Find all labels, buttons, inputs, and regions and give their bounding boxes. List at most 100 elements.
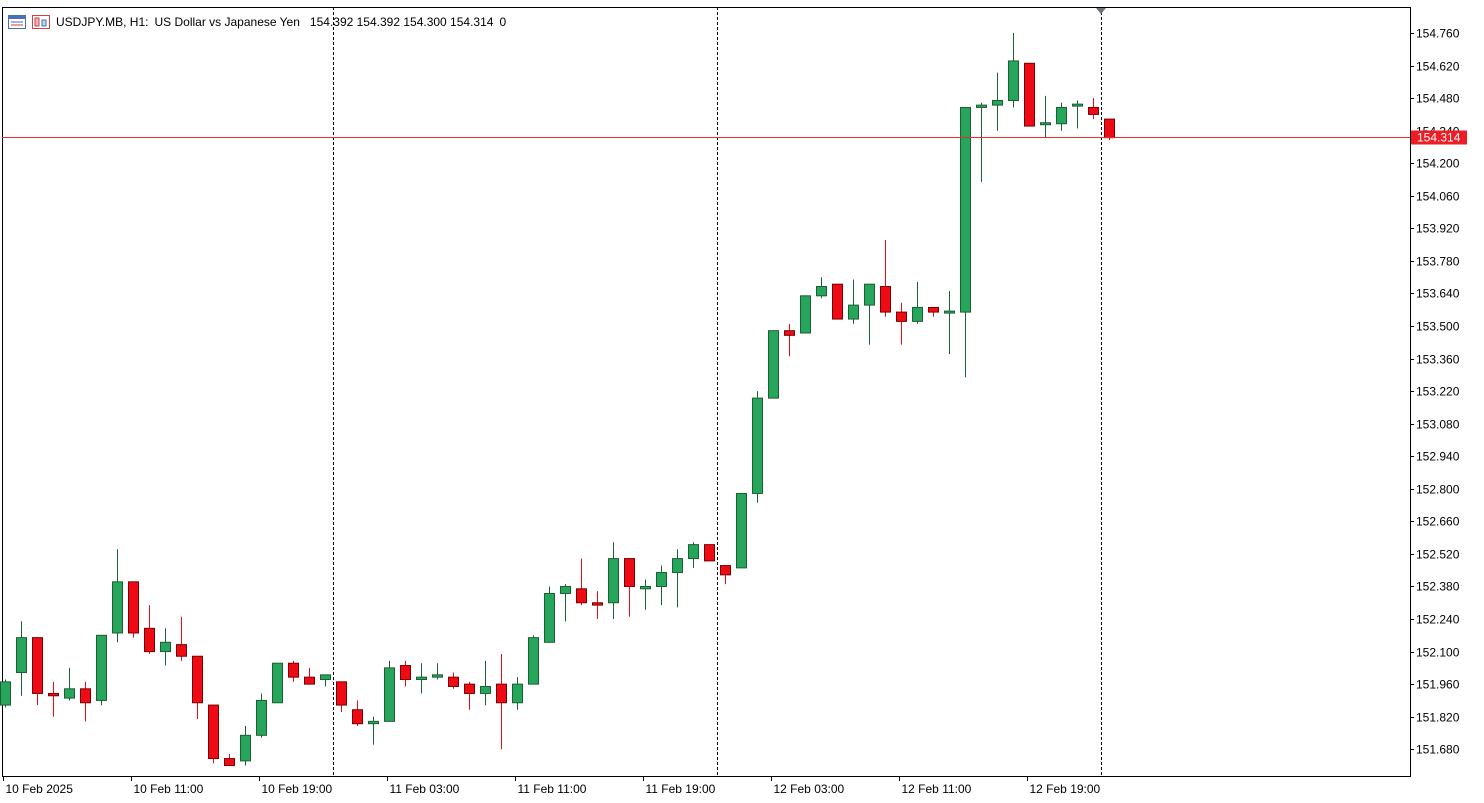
symbol-properties-icon[interactable]: [32, 15, 50, 29]
shift-marker-icon[interactable]: [1096, 8, 1106, 14]
chart-menu-icon[interactable]: [8, 15, 26, 29]
candle-body[interactable]: [848, 304, 859, 320]
candle-body[interactable]: [48, 692, 59, 697]
current-price-tag: [1411, 130, 1467, 145]
candle-body[interactable]: [192, 655, 203, 704]
candle-body[interactable]: [1056, 106, 1067, 125]
candle-body[interactable]: [112, 581, 123, 634]
candle-body[interactable]: [304, 676, 315, 685]
candle-body[interactable]: [720, 565, 731, 576]
candle-body[interactable]: [752, 397, 763, 494]
y-axis-label: 154.760: [1416, 27, 1460, 41]
y-axis-label: 152.660: [1416, 515, 1460, 529]
candle-body[interactable]: [272, 662, 283, 704]
candle-body[interactable]: [1008, 60, 1019, 101]
candle-body[interactable]: [496, 683, 507, 704]
plot-frame: [2, 7, 1411, 777]
x-axis-label: 11 Feb 19:00: [646, 782, 716, 796]
candle-body[interactable]: [672, 558, 683, 574]
candle-body[interactable]: [592, 602, 603, 606]
candle-body[interactable]: [64, 688, 75, 699]
candle-body[interactable]: [480, 685, 491, 694]
candle-body[interactable]: [256, 699, 267, 736]
y-axis-label: 152.100: [1416, 646, 1460, 660]
candle-body[interactable]: [544, 592, 555, 643]
candle-body[interactable]: [208, 704, 219, 760]
candle-body[interactable]: [976, 104, 987, 108]
candle-body[interactable]: [560, 585, 571, 594]
candle-body[interactable]: [896, 311, 907, 322]
candle-body[interactable]: [816, 286, 827, 297]
candle-body[interactable]: [144, 627, 155, 653]
candle-body[interactable]: [400, 665, 411, 680]
y-axis-label: 153.220: [1416, 385, 1460, 399]
y-axis-label: 152.940: [1416, 450, 1460, 464]
candle-body[interactable]: [160, 641, 171, 653]
candle-body[interactable]: [432, 674, 443, 678]
candle-body[interactable]: [240, 734, 251, 762]
candle-body[interactable]: [688, 544, 699, 560]
x-axis-label: 12 Feb 11:00: [902, 782, 972, 796]
candle-body[interactable]: [368, 720, 379, 725]
candle-body[interactable]: [416, 676, 427, 680]
candle-body[interactable]: [1104, 118, 1115, 139]
candle-body[interactable]: [800, 295, 811, 334]
candle-body[interactable]: [288, 662, 299, 678]
candle-body[interactable]: [96, 634, 107, 701]
candle-body[interactable]: [928, 306, 939, 313]
candle-body[interactable]: [176, 644, 187, 657]
candle-body[interactable]: [224, 758, 235, 767]
candle-body[interactable]: [832, 283, 843, 320]
candle-body[interactable]: [384, 667, 395, 722]
candle-body[interactable]: [960, 106, 971, 313]
candle-body[interactable]: [464, 683, 475, 694]
candle-body[interactable]: [608, 558, 619, 604]
candle-body[interactable]: [944, 310, 955, 314]
candle-body[interactable]: [352, 709, 363, 725]
candle-body[interactable]: [784, 330, 795, 336]
candle-body[interactable]: [1024, 62, 1035, 127]
y-axis-label: 153.780: [1416, 255, 1460, 269]
candle-body[interactable]: [992, 99, 1003, 106]
symbol-description: US Dollar vs Japanese Yen: [154, 15, 300, 29]
x-axis-label: 12 Feb 03:00: [774, 782, 845, 796]
candle-body[interactable]: [1072, 103, 1083, 107]
candle-body[interactable]: [736, 492, 747, 569]
y-axis-label: 154.060: [1416, 190, 1460, 204]
candle-body[interactable]: [16, 637, 27, 674]
y-axis-label: 151.820: [1416, 711, 1460, 725]
candle-body[interactable]: [864, 283, 875, 306]
candle-body[interactable]: [576, 588, 587, 604]
candle-body[interactable]: [624, 558, 635, 587]
y-axis-label: 153.360: [1416, 353, 1460, 367]
candle-body[interactable]: [0, 681, 11, 706]
y-axis-label: 151.960: [1416, 678, 1460, 692]
candle-body[interactable]: [1040, 122, 1051, 126]
symbol-name: USDJPY.MB, H1:: [56, 15, 149, 29]
x-axis-label: 12 Feb 19:00: [1030, 782, 1101, 796]
y-axis-label: 152.240: [1416, 613, 1460, 627]
candle-body[interactable]: [912, 306, 923, 322]
candle-body[interactable]: [128, 581, 139, 634]
candle-body[interactable]: [336, 681, 347, 706]
candle-body[interactable]: [80, 688, 91, 704]
x-axis-label: 10 Feb 11:00: [134, 782, 204, 796]
candle-body[interactable]: [320, 674, 331, 680]
candle-body[interactable]: [32, 637, 43, 694]
candle-body[interactable]: [656, 572, 667, 587]
x-axis-label: 10 Feb 19:00: [262, 782, 333, 796]
candle-body[interactable]: [1088, 106, 1099, 115]
volume-value: 0: [499, 15, 507, 29]
candle-body[interactable]: [704, 544, 715, 562]
candle-body[interactable]: [640, 585, 651, 590]
candle-body[interactable]: [528, 637, 539, 685]
candle-body[interactable]: [448, 676, 459, 687]
candle-body[interactable]: [768, 330, 779, 399]
x-axis-label: 11 Feb 03:00: [390, 782, 460, 796]
candle-body[interactable]: [512, 683, 523, 704]
candle-body[interactable]: [880, 286, 891, 313]
y-axis-label: 153.500: [1416, 320, 1460, 334]
ohlc-values: 154.392 154.392 154.300 154.314: [309, 15, 494, 29]
